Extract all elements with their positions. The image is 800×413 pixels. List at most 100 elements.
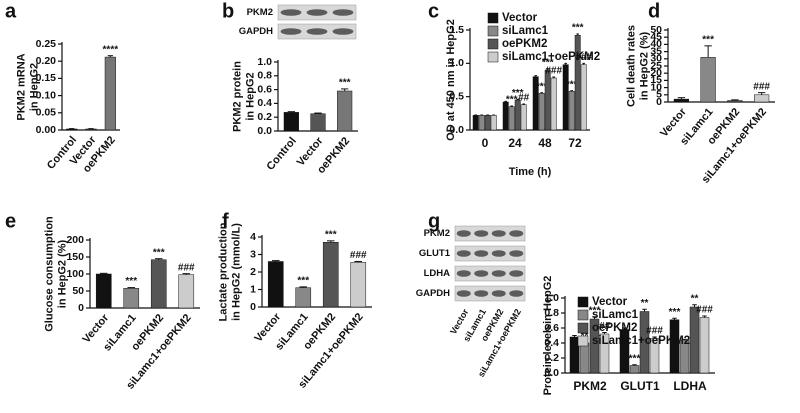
y-tick-label: 35: [650, 45, 662, 57]
blot-label: LDHA: [424, 268, 451, 279]
x-tick-label: GLUT1: [620, 379, 660, 393]
y-tick-label: 0.05: [36, 107, 57, 119]
bar: [562, 64, 569, 131]
y-tick-label: 3: [250, 248, 256, 260]
bar: [538, 93, 545, 131]
blot-band: [332, 9, 354, 16]
blot-strip: [454, 245, 526, 262]
bar: [580, 64, 587, 131]
blot-label: PKM2: [247, 7, 273, 18]
bar: [568, 91, 575, 131]
blot-band: [456, 250, 471, 257]
y-tick-label: 200: [66, 234, 84, 246]
blot-band: [456, 270, 471, 277]
y-axis-label: in HepG2: [28, 63, 40, 111]
y-axis-label: in HepG2 (%): [56, 239, 68, 308]
significance-label: ***: [512, 88, 524, 99]
blot-label: PKM2: [424, 228, 450, 239]
y-tick-label: 0.6: [544, 322, 559, 334]
y-tick-label: 0.5: [449, 90, 464, 102]
legend-swatch: [487, 25, 499, 37]
bar: [267, 261, 284, 308]
x-tick-label: Control: [265, 135, 299, 173]
bar: [544, 69, 551, 131]
y-tick-label: 0.0: [257, 125, 272, 137]
y-tick-label: 50: [650, 24, 662, 36]
significance-label: ***: [669, 307, 681, 318]
x-tick-label: 72: [568, 136, 582, 150]
y-tick-label: 4: [250, 231, 256, 243]
bar: [283, 112, 299, 132]
significance-label: **: [641, 298, 649, 309]
bar: [579, 342, 590, 374]
bar: [150, 259, 167, 309]
bar: [673, 98, 689, 103]
panel-letter: e: [5, 210, 16, 232]
y-tick-label: 0.2: [544, 352, 559, 364]
x-tick-label: 24: [508, 136, 522, 150]
bar: [337, 90, 353, 132]
y-axis-label: PKM2 protein: [231, 61, 243, 132]
blot-band: [306, 28, 328, 35]
significance-label: ##: [599, 321, 611, 332]
bar: [472, 115, 479, 131]
significance-label: ***: [125, 276, 137, 287]
y-tick-label: 2: [250, 266, 256, 278]
blot-band: [474, 270, 489, 277]
significance-label: **: [691, 293, 699, 304]
legend-label: siLamc1+oePKM2: [592, 335, 690, 347]
y-tick-label: 0.20: [36, 55, 57, 67]
significance-label: ***: [339, 78, 351, 89]
significance-label: ***: [297, 276, 309, 287]
blot-band: [280, 28, 302, 35]
significance-label: ###: [350, 250, 367, 261]
y-axis-label: Cell death rates: [625, 25, 637, 107]
y-tick-label: 5: [656, 89, 662, 101]
bar: [569, 336, 580, 374]
y-axis-label: Lactate production: [217, 222, 229, 321]
x-tick-label: 0: [482, 136, 489, 150]
panel-letter: c: [428, 0, 439, 22]
y-axis-label: Glucose consumption: [43, 216, 55, 332]
panel-letter: b: [222, 0, 234, 22]
significance-label: ***: [536, 81, 548, 92]
bar: [295, 287, 312, 308]
significance-label: ***: [589, 305, 601, 316]
bar: [550, 77, 557, 131]
bar: [689, 306, 700, 374]
blot-band: [491, 230, 506, 237]
bar: [478, 115, 485, 131]
blot-label: GLUT1: [419, 248, 451, 259]
significance-label: ###: [753, 81, 770, 92]
blot-band: [491, 290, 506, 297]
blot-band: [491, 270, 506, 277]
y-axis-label: in HepG2: [244, 72, 256, 120]
bar: [699, 317, 710, 374]
y-tick-label: 1.0: [257, 56, 272, 68]
y-axis-label: OD at 450 nm in HepG2: [445, 19, 457, 141]
y-axis-label: Protein levelsin HepG2: [542, 276, 554, 396]
blot-band: [509, 230, 524, 237]
bar: [123, 288, 140, 309]
significance-label: ***: [325, 229, 337, 240]
significance-label: ***: [572, 23, 584, 34]
y-tick-label: 1.5: [449, 24, 464, 36]
bar: [508, 106, 515, 131]
significance-label: ###: [696, 305, 713, 316]
bar: [484, 115, 491, 131]
significance-label: ###: [178, 262, 195, 273]
y-tick-label: 1.0: [449, 57, 464, 69]
significance-label: ***: [506, 95, 518, 106]
legend-label: oePKM2: [592, 322, 637, 334]
blot-band: [280, 9, 302, 16]
blot-band: [474, 290, 489, 297]
y-tick-label: 0.25: [36, 38, 57, 50]
blot-strip: [454, 285, 526, 302]
y-tick-label: 0: [656, 96, 662, 108]
bar: [490, 115, 497, 131]
blot-band: [306, 9, 328, 16]
y-tick-label: 25: [650, 60, 662, 72]
panel-letter: d: [648, 0, 660, 22]
y-tick-label: 0: [250, 301, 256, 313]
